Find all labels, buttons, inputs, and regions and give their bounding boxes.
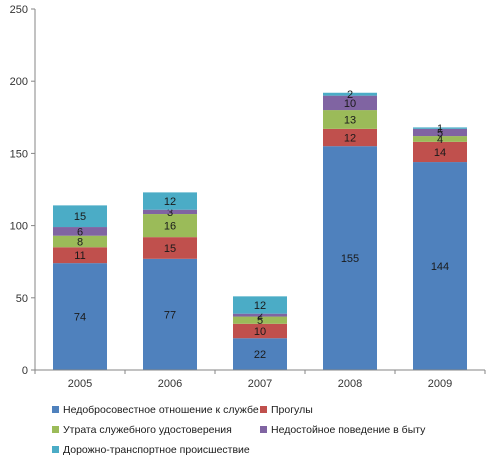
data-label: 5 <box>257 315 263 327</box>
data-label: 12 <box>164 196 176 208</box>
y-tick-label: 50 <box>16 293 28 305</box>
legend-swatch <box>260 405 267 413</box>
x-tick-label: 2008 <box>338 378 362 390</box>
legend-item: Недостойное поведение в быту <box>260 420 425 440</box>
data-label: 14 <box>434 147 446 159</box>
data-label: 15 <box>74 211 86 223</box>
bar-segment <box>323 92 377 96</box>
data-label: 3 <box>167 207 173 219</box>
bar-segment <box>413 128 467 137</box>
bar-segment <box>143 237 197 259</box>
legend-label: Утрата служебного удостоверения <box>63 424 232 436</box>
bar-segment <box>323 128 377 147</box>
bar-segment <box>53 247 107 264</box>
data-label: 2 <box>347 89 353 101</box>
legend-label: Недостойное поведение в быту <box>271 424 426 436</box>
x-tick-label: 2005 <box>68 378 92 390</box>
data-label: 15 <box>164 243 176 255</box>
bar-segment <box>233 296 287 314</box>
bar-segment <box>323 110 377 129</box>
y-tick-label: 150 <box>10 148 28 160</box>
data-label: 11 <box>74 250 85 262</box>
legend-label: Прогулы <box>271 404 313 416</box>
data-label: 6 <box>77 226 83 238</box>
data-label: 22 <box>254 349 266 361</box>
bar-segment <box>413 141 467 163</box>
legend-swatch <box>52 445 59 453</box>
bar-segment <box>53 263 107 370</box>
legend-swatch <box>260 425 267 433</box>
bar-segment <box>413 136 467 142</box>
x-axis: 2005 2006 2007 2008 2009 <box>34 369 486 390</box>
bars: 7411861577151631222105212155121310214414… <box>53 89 467 370</box>
legend-item: Утрата служебного удостоверения <box>52 420 232 440</box>
bar-segment <box>413 162 467 370</box>
legend-item: Недобросовестное отношение к службе <box>52 400 259 420</box>
legend-swatch <box>52 405 59 413</box>
legend-item: Прогулы <box>260 400 313 420</box>
bar-segment <box>233 316 287 324</box>
data-label: 155 <box>341 253 359 265</box>
y-tick-label: 250 <box>10 4 28 16</box>
data-label: 10 <box>344 98 356 110</box>
y-axis: 0 50 100 150 200 250 <box>10 4 36 377</box>
bar-segment <box>233 338 287 370</box>
data-label: 10 <box>254 326 266 338</box>
data-label: 5 <box>437 127 443 139</box>
x-tick-label: 2006 <box>158 378 182 390</box>
data-label: 144 <box>431 261 449 273</box>
data-label: 16 <box>164 221 176 233</box>
data-label: 12 <box>254 300 266 312</box>
legend-item: Дорожно-транспортное происшествие <box>52 440 250 460</box>
data-label: 2 <box>257 310 263 322</box>
data-label: 4 <box>437 134 443 146</box>
y-tick-label: 0 <box>22 365 28 377</box>
legend-swatch <box>52 425 59 433</box>
bar-segment <box>143 214 197 238</box>
data-label: 77 <box>164 309 176 321</box>
legend-label: Дорожно-транспортное происшествие <box>63 444 250 456</box>
bar-segment <box>323 146 377 370</box>
x-tick-label: 2009 <box>428 378 452 390</box>
bar-segment <box>53 205 107 228</box>
bar-segment <box>413 127 467 129</box>
y-tick-label: 200 <box>10 76 28 88</box>
data-label: 1 <box>437 123 443 135</box>
bar-segment <box>143 192 197 210</box>
bar-segment <box>53 227 107 236</box>
y-tick-label: 100 <box>10 221 28 233</box>
data-label: 13 <box>344 114 356 126</box>
x-tick-label: 2007 <box>248 378 272 390</box>
data-label: 74 <box>74 312 86 324</box>
bar-segment <box>143 258 197 370</box>
bar-segment <box>233 323 287 339</box>
data-label: 8 <box>77 236 83 248</box>
legend-label: Недобросовестное отношение к службе <box>63 404 259 416</box>
bar-segment <box>323 95 377 111</box>
bar-segment <box>233 313 287 317</box>
bar-segment <box>143 209 197 215</box>
bar-segment <box>53 235 107 248</box>
data-label: 12 <box>344 133 356 145</box>
